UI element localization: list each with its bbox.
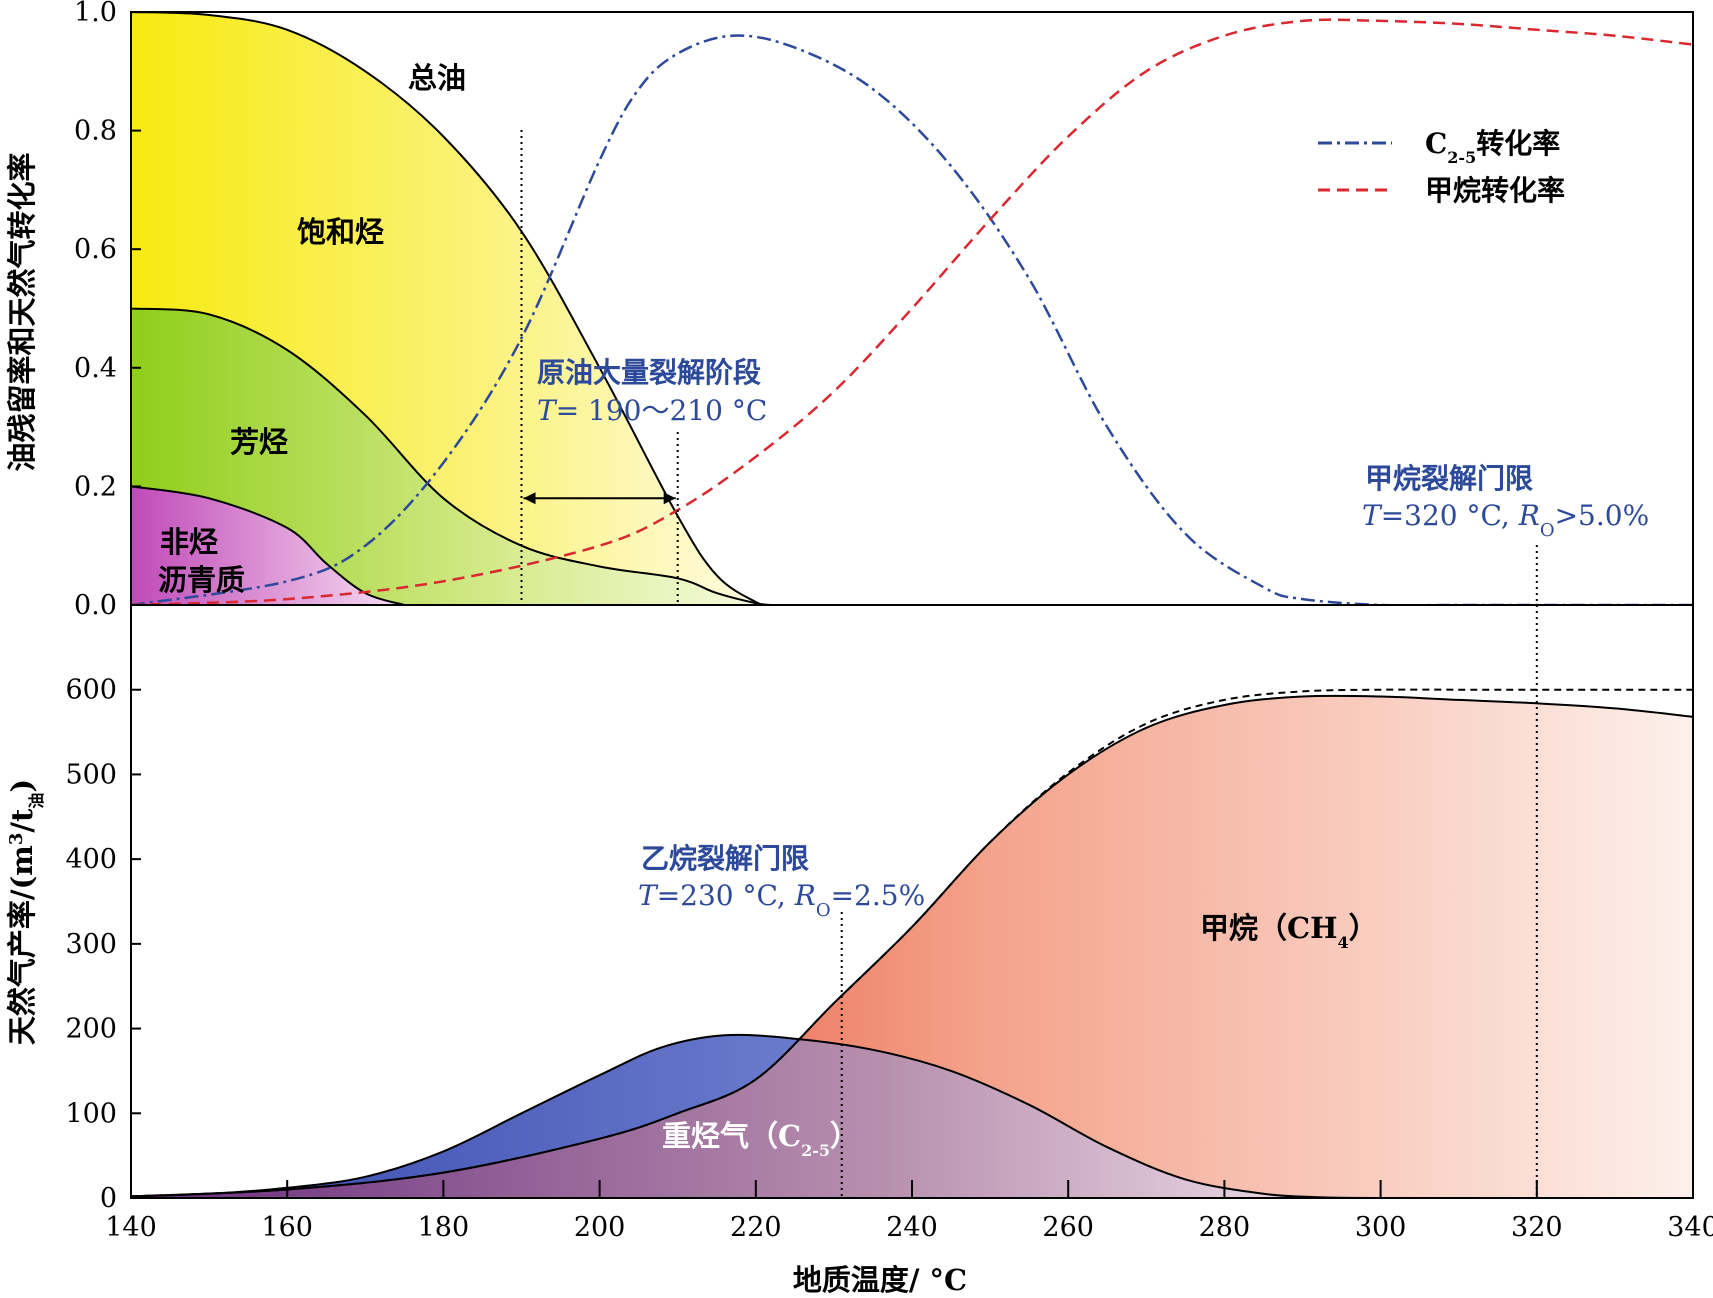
oil-cracking-range: T= 190～210 °C xyxy=(537,394,767,427)
bottom-panel-lines xyxy=(131,688,1693,1198)
legend-label-c25: C2-5转化率 xyxy=(1425,127,1560,167)
x-tick-label: 260 xyxy=(1042,1212,1094,1243)
x-tick-label: 160 xyxy=(261,1212,313,1243)
resins-asphaltenes-area xyxy=(131,486,405,605)
x-tick-label: 180 xyxy=(418,1212,470,1243)
label-resins-1: 非烃 xyxy=(160,525,218,559)
ethane-limit-title: 乙烷裂解门限 xyxy=(641,842,809,875)
label-saturates: 饱和烃 xyxy=(297,215,384,249)
arrow-head-left xyxy=(523,492,536,505)
oil-cracking-title: 原油大量裂解阶段 xyxy=(537,356,761,389)
x-tick-label: 300 xyxy=(1355,1212,1407,1243)
total-gas-curve xyxy=(131,688,1693,1198)
bottom-y-tick-label: 300 xyxy=(65,929,117,960)
total-oil-curve xyxy=(131,12,772,605)
x-tick-label: 280 xyxy=(1199,1212,1251,1243)
top-y-axis-title: 油残留率和天然气转化率 xyxy=(5,152,39,471)
bottom-y-tick-label: 100 xyxy=(65,1098,117,1129)
axis-ticks: 0.0 0.2 0.4 0.6 0.8 1.0 0 100 200 300 400 500 600 140… xyxy=(65,0,1713,1243)
bottom-y-tick-label: 400 xyxy=(65,844,117,875)
top-panel-fills xyxy=(131,12,772,605)
oil-cracking-range-arrow xyxy=(523,492,676,505)
bottom-y-axis-title: 天然气产率/(m3/t油) xyxy=(5,779,46,1045)
top-y-tick-label: 0.2 xyxy=(74,471,117,502)
annotation-vertical-lines xyxy=(520,130,1538,1198)
label-heavy-gas: 重烃气（C2-5） xyxy=(662,1119,859,1160)
resins-asphaltenes-curve xyxy=(131,485,405,605)
methane-area xyxy=(131,695,1693,1198)
methane-limit-values: T=320 °C, RO>5.0% xyxy=(1362,499,1649,541)
top-y-tick-label: 0.6 xyxy=(74,234,117,265)
methane-curve xyxy=(131,694,1693,1198)
saturates-boundary-curve xyxy=(131,307,772,605)
methane-conversion-line xyxy=(131,18,1693,605)
x-tick-label: 240 xyxy=(886,1212,938,1243)
heavy-gas-curve xyxy=(131,1033,1381,1198)
label-total-oil: 总油 xyxy=(408,61,466,95)
x-axis-title: 地质温度/ °C xyxy=(793,1263,967,1297)
label-methane-ch4: 甲烷（CH4） xyxy=(1200,911,1378,952)
methane-limit-title: 甲烷裂解门限 xyxy=(1365,462,1533,495)
bottom-y-tick-label: 500 xyxy=(65,759,117,790)
bottom-y-tick-label: 200 xyxy=(65,1014,117,1045)
bottom-panel-fills xyxy=(131,695,1693,1198)
top-y-tick-label: 0.4 xyxy=(74,353,117,384)
top-y-tick-label: 0.0 xyxy=(74,590,117,621)
c25-conversion-line xyxy=(131,34,1693,605)
legend-label-methane: 甲烷转化率 xyxy=(1425,174,1565,207)
top-panel-lines xyxy=(131,12,1693,605)
x-tick-label: 320 xyxy=(1511,1212,1563,1243)
top-y-tick-label: 1.0 xyxy=(74,0,117,28)
x-tick-label: 220 xyxy=(730,1212,782,1243)
x-tick-label: 340 xyxy=(1667,1212,1713,1243)
legend: C2-5转化率 甲烷转化率 xyxy=(1318,127,1565,207)
bottom-y-tick-label: 0 xyxy=(100,1183,117,1214)
ethane-limit-values: T=230 °C, RO=2.5% xyxy=(638,879,925,921)
x-tick-label: 200 xyxy=(574,1212,626,1243)
label-aromatics: 芳烃 xyxy=(230,425,288,459)
bottom-y-tick-label: 600 xyxy=(65,675,117,706)
label-resins-2: 沥青质 xyxy=(158,563,245,597)
arrow-head-right xyxy=(663,492,676,505)
x-tick-label: 140 xyxy=(105,1212,157,1243)
top-y-tick-label: 0.8 xyxy=(74,116,117,147)
